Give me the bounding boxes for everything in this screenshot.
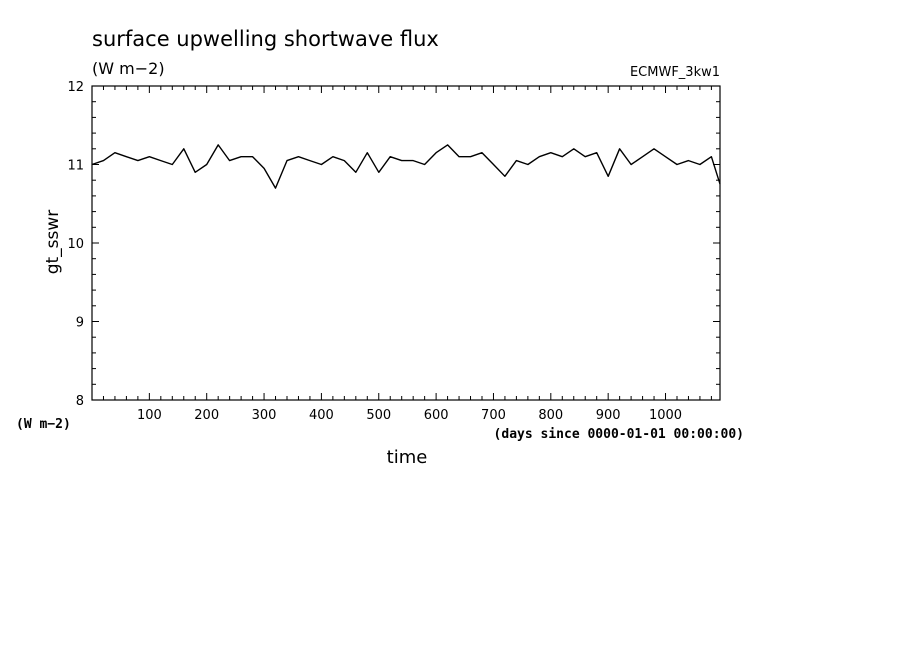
x-tick-label: 700 (481, 408, 506, 423)
x-tick-label: 900 (596, 408, 621, 423)
y-tick-label: 11 (67, 159, 84, 174)
x-axis-tick-labels: 100 200 300 400 500 600 700 800 900 1000 (137, 408, 682, 423)
x-tick-label: 400 (309, 408, 334, 423)
y-tick-label: 9 (76, 316, 84, 331)
y-tick-label: 8 (76, 394, 84, 409)
x-tick-label: 100 (137, 408, 162, 423)
x-axis-ticks (102, 86, 712, 400)
y-axis-tick-labels: 8 9 10 11 12 (67, 80, 84, 409)
series-group (91, 144, 721, 189)
x-axis-label: time (387, 447, 428, 468)
plot-border (91, 85, 721, 401)
chart-subtitle: (W m−2) (92, 59, 165, 78)
x-tick-label: 800 (538, 408, 563, 423)
y-axis-label: gt_sswr (43, 210, 63, 275)
x-tick-label: 1000 (649, 408, 682, 423)
y-tick-label: 12 (67, 80, 84, 95)
y-axis-units: (W m−2) (16, 417, 71, 432)
y-axis-ticks (92, 85, 720, 401)
x-tick-label: 200 (194, 408, 219, 423)
plot-frame (91, 85, 721, 401)
chart-title: surface upwelling shortwave flux (92, 27, 439, 51)
x-tick-label: 300 (252, 408, 277, 423)
x-axis-units: (days since 0000-01-01 00:00:00) (494, 427, 744, 442)
x-tick-label: 600 (424, 408, 449, 423)
series-line-0 (91, 144, 721, 189)
x-tick-label: 500 (366, 408, 391, 423)
model-label: ECMWF_3kw1 (630, 65, 720, 80)
y-tick-label: 10 (67, 237, 84, 252)
